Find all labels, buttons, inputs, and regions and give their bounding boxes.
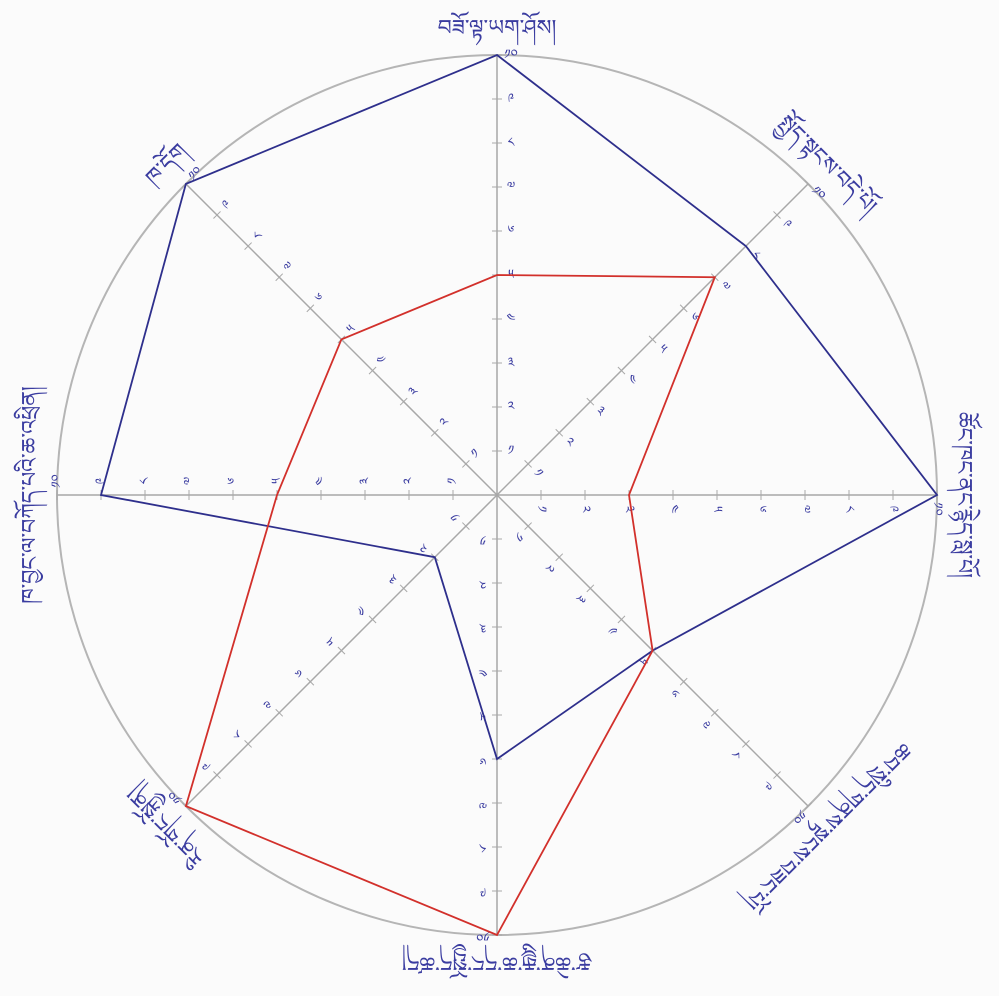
tick-label: ༣: [622, 506, 637, 513]
tick-label: ༣: [508, 356, 515, 371]
tick-label: ༧: [798, 505, 813, 513]
tick-label: ༣: [358, 477, 373, 484]
tick-label: ༡༠: [50, 474, 65, 487]
tick-label: ༥: [710, 506, 725, 512]
tick-label: ༧: [479, 796, 487, 811]
tick-label: ༢: [479, 576, 486, 591]
tick-label: ༦: [754, 506, 769, 513]
tick-label: ༤: [314, 476, 329, 485]
tick-label: ༨: [508, 136, 515, 151]
tick-label: ༩: [479, 884, 486, 899]
tick-label: ༤: [478, 664, 487, 679]
tick-label: ༦: [508, 224, 515, 239]
tick-label: ༧: [182, 477, 197, 485]
tick-label: ༤: [666, 505, 681, 514]
tick-label: ༩: [508, 92, 515, 107]
tick-label: ༢: [578, 506, 593, 513]
tick-label: ༡: [508, 444, 514, 459]
tick-label: ༨: [842, 506, 857, 513]
tick-label: ༡༠: [930, 502, 945, 515]
tick-label: ༦: [226, 477, 241, 484]
category-label: ཁ་བྱང་ལ་བཀོད་པའི་ཆ་འཕྲིན།: [13, 386, 48, 604]
category-label: བཟོ་ལྟ་ཡག་ཤོས།: [438, 11, 557, 46]
tick-label: ༨: [479, 840, 486, 855]
tick-label: ༡༠: [504, 48, 517, 63]
tick-label: ༢: [402, 477, 417, 484]
tick-label: ༡: [480, 532, 486, 547]
tick-label: ༡: [534, 506, 549, 512]
tick-label: ༦: [479, 752, 486, 767]
page: བཟོ་ལྟ་ཡག་ཤོས།༡༢༣༤༥༦༧༨༩༡༠སྤྱོད་སྟངས་བདེ་…: [0, 0, 999, 996]
tick-label: ༣: [479, 620, 486, 635]
tick-label: ༩: [886, 506, 901, 513]
tick-label: ༧: [507, 180, 515, 195]
tick-label: ༨: [138, 477, 153, 484]
tick-label: ༡: [446, 478, 461, 484]
tick-label: ༢: [508, 400, 515, 415]
tick-label: ༤: [507, 312, 516, 327]
chart: བཟོ་ལྟ་ཡག་ཤོས།༡༢༣༤༥༦༧༨༩༡༠སྤྱོད་སྟངས་བདེ་…: [0, 0, 999, 996]
